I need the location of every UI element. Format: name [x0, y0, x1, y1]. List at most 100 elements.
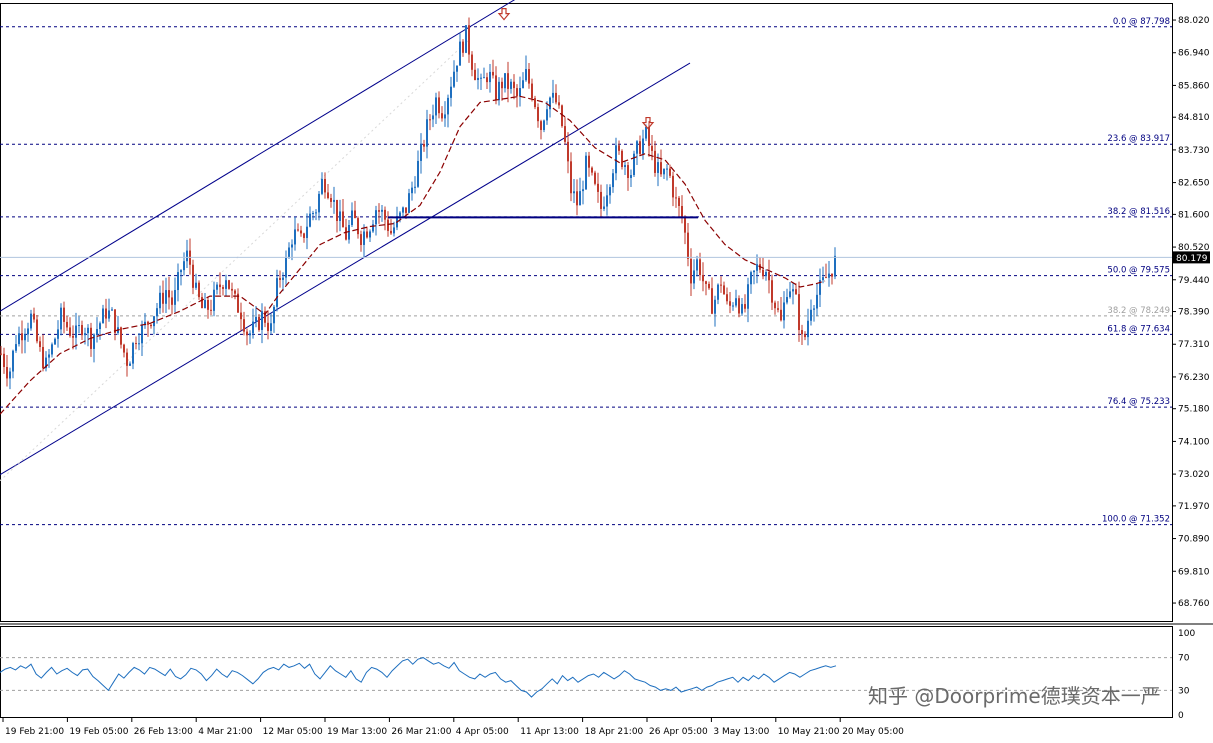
candle-body	[819, 280, 821, 295]
candle-body	[756, 264, 758, 271]
candle-body	[567, 141, 569, 162]
candle-body	[834, 255, 836, 277]
candle-body	[120, 327, 122, 345]
candle-body	[492, 71, 494, 76]
candle-body	[429, 119, 431, 121]
candle-body	[417, 160, 419, 187]
candle-body	[465, 25, 467, 53]
candle-body	[693, 270, 695, 284]
candle-body	[615, 145, 617, 174]
fibonacci-levels: 0.0 @ 87.798 23.6 @ 83.917 38.2 @ 81.516 50…	[0, 17, 1172, 526]
candle-body	[822, 277, 824, 281]
candle-body	[807, 320, 809, 338]
oscillator-tick-label: 30	[1178, 686, 1190, 696]
candle-body	[570, 161, 572, 194]
candle-body	[717, 284, 719, 300]
candle-body	[438, 97, 440, 114]
candle-body	[27, 328, 29, 335]
candle-body	[339, 211, 341, 221]
candle-body	[45, 357, 47, 369]
candle-body	[174, 290, 176, 305]
candle-body	[564, 126, 566, 142]
candle-body	[324, 178, 326, 193]
candle-body	[753, 270, 755, 273]
price-tick-label: 86.940	[1178, 49, 1210, 59]
candle-body	[147, 321, 149, 325]
candle-body	[261, 311, 263, 330]
candle-body	[192, 264, 194, 288]
candle-body	[600, 191, 602, 209]
candle-body	[594, 172, 596, 184]
candle-body	[726, 294, 728, 302]
candle-body	[276, 278, 278, 307]
candle-body	[12, 350, 14, 372]
candle-body	[375, 210, 377, 225]
candle-body	[459, 41, 461, 66]
candle-body	[750, 272, 752, 285]
time-tick-label: 19 Feb 21:00	[5, 727, 64, 737]
candle-body	[165, 290, 167, 304]
candle-body	[501, 81, 503, 89]
candle-body	[180, 270, 182, 273]
candle-body	[453, 71, 455, 87]
candle-body	[666, 168, 668, 170]
candle-body	[810, 309, 812, 321]
candle-body	[315, 212, 317, 214]
candle-body	[525, 69, 527, 81]
candle-body	[357, 218, 359, 235]
oscillator-tick-label: 70	[1178, 654, 1190, 664]
candle-body	[786, 297, 788, 303]
price-tick-label: 68.760	[1178, 599, 1210, 609]
channel-lower-line	[0, 62, 691, 476]
candle-body	[369, 231, 371, 238]
candle-body	[9, 371, 11, 379]
candle-body	[300, 230, 302, 234]
current-price-box	[1173, 251, 1210, 264]
candle-body	[207, 299, 209, 310]
candle-body	[318, 193, 320, 213]
candle-body	[504, 73, 506, 89]
candle-body	[576, 191, 578, 206]
candle-body	[558, 102, 560, 106]
candle-body	[150, 324, 152, 327]
candle-body	[642, 138, 644, 154]
candle-body	[237, 293, 239, 313]
candle-body	[444, 114, 446, 119]
candle-body	[681, 206, 683, 218]
price-tick-label: 82.650	[1178, 179, 1210, 189]
candle-body	[675, 197, 677, 199]
candle-body	[813, 308, 815, 310]
candle-body	[408, 193, 410, 213]
candle-body	[267, 322, 269, 331]
candle-body	[534, 98, 536, 108]
candle-body	[552, 92, 554, 98]
candle-body	[135, 343, 137, 345]
peak-markers	[497, 7, 655, 130]
candle-body	[123, 344, 125, 353]
time-tick-label: 26 Mar 21:00	[391, 727, 451, 737]
time-tick-label: 26 Feb 13:00	[134, 727, 193, 737]
candle-body	[720, 284, 722, 286]
time-tick-label: 10 May 21:00	[778, 727, 840, 737]
candle-body	[696, 259, 698, 271]
candle-body	[285, 257, 287, 278]
candle-body	[186, 250, 188, 262]
candle-body	[516, 88, 518, 97]
candle-body	[108, 310, 110, 319]
candle-body	[255, 316, 257, 322]
candle-body	[774, 302, 776, 309]
candle-body	[474, 69, 476, 80]
candle-body	[351, 210, 353, 226]
candle-body	[669, 168, 671, 176]
candle-body	[684, 217, 686, 233]
candle-body	[60, 307, 62, 330]
candle-body	[405, 207, 407, 213]
candle-body	[621, 150, 623, 168]
candle-body	[201, 297, 203, 309]
candle-body	[489, 71, 491, 83]
time-tick-label: 12 Mar 05:00	[263, 727, 323, 737]
candle-body	[36, 319, 38, 342]
candle-body	[483, 77, 485, 79]
candle-body	[342, 211, 344, 228]
